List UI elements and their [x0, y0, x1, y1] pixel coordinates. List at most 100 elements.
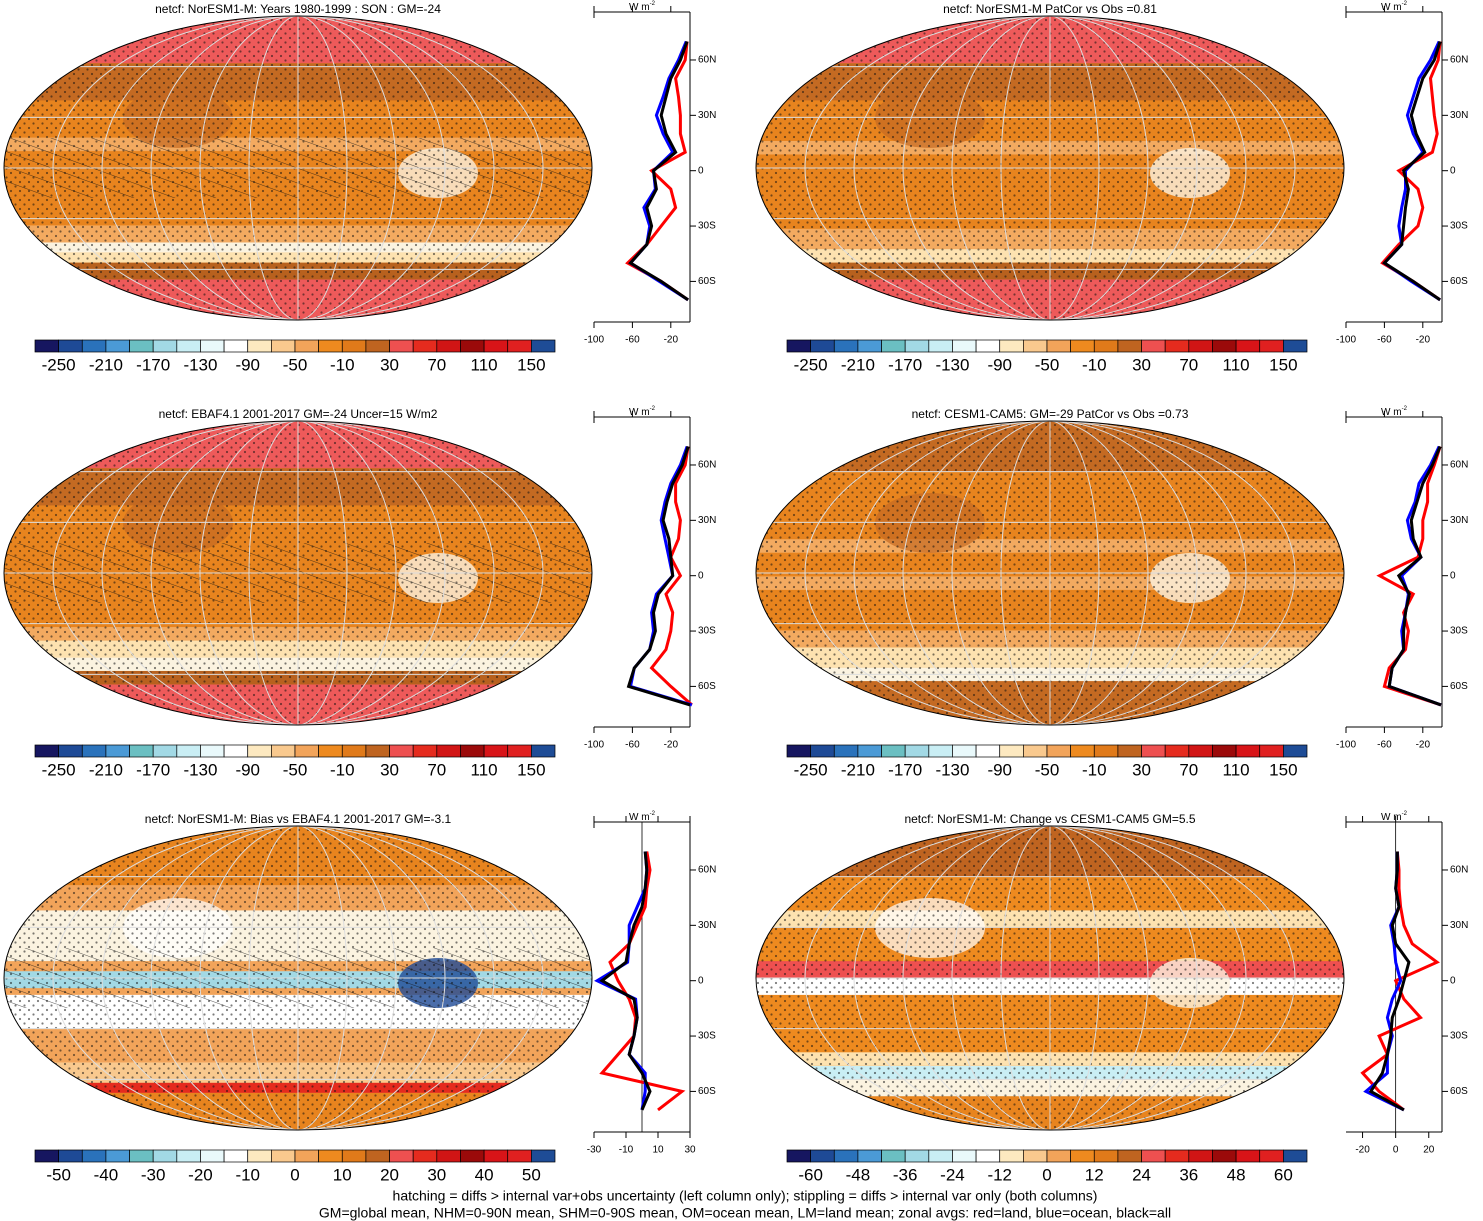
meridian — [853, 826, 1247, 1130]
meridian — [199, 421, 397, 725]
colorbar-label: -250 — [794, 760, 828, 779]
colorbar-box — [1093, 1149, 1119, 1163]
x-tick-label: -60 — [625, 335, 640, 346]
colorbar-box — [129, 1149, 154, 1163]
colorbar-box — [1046, 1149, 1071, 1163]
colorbar-box — [271, 339, 296, 353]
colorbar-box — [857, 1149, 882, 1163]
colorbar-label: 70 — [1179, 760, 1198, 779]
colorbar-box — [152, 339, 178, 353]
colorbar-label: 30 — [427, 1165, 446, 1184]
unit-label: W m-2 — [629, 811, 656, 823]
colorbar-label: -170 — [888, 355, 922, 374]
colorbar-box — [223, 1149, 249, 1163]
colorbar-box — [1235, 339, 1261, 353]
colorbar-box — [152, 744, 178, 758]
colorbar-box — [81, 744, 107, 758]
colorbar-label: -10 — [330, 355, 355, 374]
colorbar-box — [1259, 339, 1284, 353]
y-tick-label: 30S — [698, 626, 716, 637]
y-tick-label: 60S — [698, 276, 716, 287]
colorbar-box — [999, 1149, 1024, 1163]
colorbar-label: 30 — [1132, 355, 1151, 374]
zonal-line — [649, 446, 693, 707]
footnote: hatching = diffs > internal var+obs unce… — [393, 1188, 1098, 1204]
colorbar-box — [1023, 339, 1048, 353]
colorbar-box — [904, 1149, 930, 1163]
map-outline — [755, 420, 1345, 726]
colorbar-label: -210 — [89, 760, 123, 779]
colorbar-box — [928, 339, 953, 353]
meridian — [804, 421, 1296, 725]
colorbar-box — [1023, 1149, 1048, 1163]
colorbar-box — [105, 1149, 130, 1163]
y-tick-label: 30S — [698, 1031, 716, 1042]
colorbar-label: -130 — [183, 355, 217, 374]
x-tick-label: 20 — [1423, 1145, 1435, 1156]
colorbar-label: -50 — [283, 355, 308, 374]
colorbar-label: -10 — [235, 1165, 260, 1184]
colorbar-label: -20 — [188, 1165, 213, 1184]
colorbar-box — [58, 339, 83, 353]
colorbar-box — [176, 339, 201, 353]
meridian — [248, 16, 348, 320]
colorbar-label: -40 — [94, 1165, 119, 1184]
colorbar-box — [176, 1149, 201, 1163]
colorbar-box — [223, 339, 249, 353]
colorbar-box — [318, 744, 343, 758]
colorbar-box — [833, 744, 859, 758]
colorbar-box — [223, 744, 249, 758]
meridian — [150, 16, 446, 320]
colorbar-box — [318, 339, 343, 353]
zonal-line — [626, 446, 691, 707]
colorbar-box — [786, 744, 811, 758]
colorbar-box — [1164, 339, 1190, 353]
colorbar-box — [1164, 1149, 1190, 1163]
meridian — [248, 826, 348, 1130]
unit-label: W m-2 — [1381, 1, 1408, 13]
colorbar-label: 150 — [1269, 760, 1297, 779]
colorbar-box — [81, 1149, 107, 1163]
colorbar-box — [810, 744, 835, 758]
colorbar-box — [531, 339, 556, 353]
x-tick-label: -20 — [1355, 1145, 1370, 1156]
colorbar-box — [1117, 339, 1142, 353]
colorbar-box — [200, 339, 225, 353]
unit-exponent: -2 — [1402, 406, 1408, 412]
zonal-line — [628, 445, 693, 707]
zonal-line — [628, 40, 689, 302]
y-tick-label: 30S — [1450, 626, 1468, 637]
colorbar-box — [507, 744, 532, 758]
y-tick-label: 60S — [698, 681, 716, 692]
x-tick-label: -20 — [1416, 335, 1431, 346]
x-tick-label: -100 — [1336, 335, 1356, 346]
x-tick-label: -100 — [584, 335, 604, 346]
meridian — [101, 421, 495, 725]
colorbar-box — [1283, 1149, 1308, 1163]
unit: W m — [629, 2, 650, 13]
colorbar-box — [786, 1149, 811, 1163]
meridian — [150, 826, 446, 1130]
colorbar-box — [1188, 744, 1213, 758]
colorbar-box — [810, 1149, 835, 1163]
colorbar-box — [34, 744, 59, 758]
colorbar-box — [247, 744, 272, 758]
unit-label: W m-2 — [629, 1, 656, 13]
colorbar-box — [1046, 339, 1071, 353]
y-tick-label: 30N — [1450, 515, 1468, 526]
colorbar-label: -90 — [235, 355, 260, 374]
colorbar-box — [81, 339, 107, 353]
colorbar-label: -90 — [235, 760, 260, 779]
colorbar-box — [412, 339, 438, 353]
colorbar-box — [952, 1149, 977, 1163]
meridian — [199, 16, 397, 320]
x-tick-label: -100 — [584, 740, 604, 751]
meridian — [902, 16, 1198, 320]
colorbar-box — [1093, 339, 1119, 353]
colorbar-label: 110 — [471, 760, 498, 779]
colorbar-box — [460, 744, 485, 758]
colorbar-box — [810, 339, 835, 353]
x-tick-label: 30 — [684, 1145, 696, 1156]
colorbar-box — [904, 339, 930, 353]
colorbar-label: 0 — [290, 1165, 299, 1184]
